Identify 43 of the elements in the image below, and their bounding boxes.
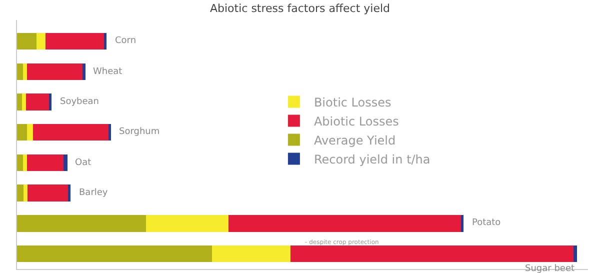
bar xyxy=(146,215,229,232)
bar xyxy=(33,124,108,141)
legend-label: Biotic Losses xyxy=(314,95,392,110)
y-tick-label: Sorghum xyxy=(119,127,160,137)
bar xyxy=(228,215,461,232)
bar xyxy=(82,63,86,80)
bar xyxy=(17,63,24,80)
y-tick-label: Oat xyxy=(75,158,92,168)
bar xyxy=(26,94,49,110)
bar xyxy=(23,63,28,80)
bar xyxy=(68,184,71,202)
bar xyxy=(17,245,212,262)
y-tick-label: Potato xyxy=(472,218,502,228)
bar xyxy=(48,94,52,110)
bar xyxy=(17,94,22,110)
bar xyxy=(290,245,574,262)
bar xyxy=(27,63,82,80)
bar xyxy=(46,32,104,50)
legend-label: Abiotic Losses xyxy=(314,114,399,128)
bar xyxy=(17,154,24,172)
y-tick-label: Corn xyxy=(115,36,136,46)
bar xyxy=(212,245,291,262)
bar xyxy=(24,184,28,202)
bar xyxy=(17,124,28,141)
y-tick-label: Barley xyxy=(79,188,108,198)
bar xyxy=(17,215,146,232)
legend-label: Record yield in t/ha xyxy=(314,152,430,166)
bar xyxy=(27,154,64,172)
y-tick-label: Sugar beet xyxy=(525,264,575,273)
legend-label: Average Yield xyxy=(314,133,396,148)
bar xyxy=(28,184,68,202)
bar xyxy=(36,32,46,50)
bar xyxy=(460,215,464,232)
bar xyxy=(573,245,577,262)
bar xyxy=(63,154,68,172)
bar xyxy=(22,94,26,110)
chart-title: Abiotic stress factors affect yield xyxy=(210,2,390,15)
y-tick-label: Wheat xyxy=(93,67,123,77)
y-tick-label: Soybean xyxy=(60,97,100,107)
bar xyxy=(17,32,37,50)
bar xyxy=(23,154,28,172)
bar xyxy=(27,124,34,141)
bar xyxy=(17,184,24,202)
